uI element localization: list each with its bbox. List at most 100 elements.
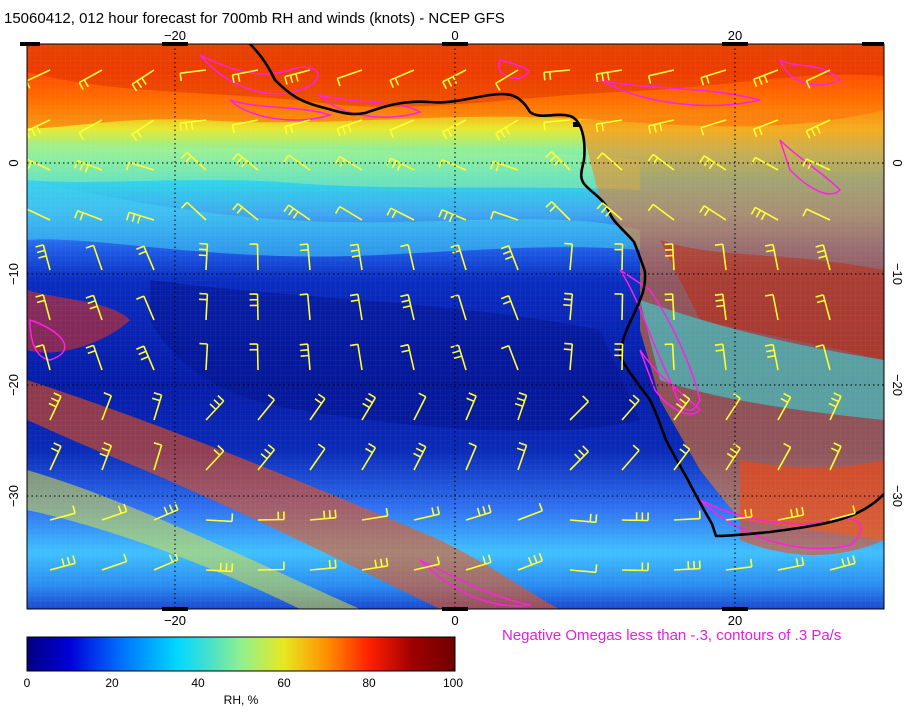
wind-barb: [442, 119, 467, 140]
wind-barb: [27, 69, 51, 89]
wind-barb: [569, 395, 589, 421]
lat-label-left-3: −30: [6, 485, 21, 507]
lat-label-left-1: −10: [6, 263, 21, 285]
wind-barb: [199, 342, 209, 371]
wind-barb: [815, 294, 831, 321]
lat-label-left-0: 0: [6, 159, 21, 166]
wind-barb: [361, 557, 389, 571]
wind-barb: [232, 152, 259, 171]
wind-barb: [349, 293, 363, 321]
wind-barb: [205, 562, 234, 573]
wind-barb: [199, 292, 209, 321]
wind-barb: [450, 244, 467, 271]
wind-barb: [386, 207, 415, 221]
wind-barb: [621, 562, 649, 572]
wind-barb: [673, 560, 701, 571]
wind-barb: [673, 510, 701, 521]
wind-barb: [126, 211, 155, 224]
wind-barb: [465, 554, 492, 571]
wind-barb: [495, 69, 519, 91]
wind-barb: [700, 119, 727, 136]
wind-barb: [829, 505, 856, 521]
wind-barb: [517, 502, 544, 521]
wind-barb: [49, 442, 62, 471]
colorbar-label-60: 60: [277, 676, 291, 690]
wind-barb: [714, 243, 727, 271]
wind-barb: [413, 556, 441, 571]
wind-barb: [400, 293, 415, 321]
wind-barb: [725, 508, 753, 521]
wind-barb: [829, 555, 856, 571]
lon-label-top-0: −20: [164, 28, 186, 43]
wind-barb: [805, 69, 831, 89]
wind-barb: [180, 151, 207, 171]
wind-barb: [777, 556, 805, 571]
wind-barb: [438, 209, 467, 223]
wind-barb: [249, 243, 259, 271]
wind-barb: [465, 392, 477, 421]
wind-barb: [299, 243, 311, 271]
wind-barb: [180, 201, 207, 221]
wind-barb: [151, 392, 163, 421]
wind-barb: [564, 242, 574, 271]
wind-barb: [621, 394, 640, 421]
wind-barb: [49, 505, 76, 521]
wind-barb: [543, 69, 571, 81]
wind-barb: [673, 393, 691, 421]
wind-barb: [78, 119, 103, 140]
wind-barb: [569, 513, 598, 524]
wind-barb: [465, 504, 492, 521]
wind-barb: [500, 244, 519, 271]
wind-barb: [699, 205, 727, 221]
wind-barb: [249, 293, 259, 321]
wind-barb: [48, 392, 62, 421]
colorbar-label-80: 80: [362, 676, 376, 690]
wind-barb: [647, 69, 675, 84]
wind-barb: [85, 344, 103, 371]
wind-barb: [725, 393, 741, 421]
lon-label-top-1: 0: [451, 28, 458, 43]
colorbar-label-0: 0: [23, 676, 31, 690]
lat-label-right-3: −30: [890, 485, 905, 507]
wind-barb: [99, 442, 113, 471]
colorbar-title: RH, %: [223, 693, 259, 707]
wind-barb: [334, 205, 363, 221]
wind-barb: [231, 69, 259, 84]
wind-barb: [74, 159, 103, 173]
colorbar: [26, 636, 456, 672]
wind-barb: [829, 442, 842, 471]
wind-barb: [284, 69, 311, 85]
colorbar-label-100: 100: [442, 676, 464, 690]
wind-barb: [621, 512, 649, 522]
wind-barb: [828, 392, 842, 421]
lon-label-bottom-2: 20: [728, 613, 742, 628]
wind-barb: [699, 155, 727, 171]
wind-barb: [569, 445, 589, 471]
wind-barb: [309, 559, 337, 571]
wind-barb: [442, 69, 467, 90]
wind-barb: [500, 294, 519, 321]
lon-label-top-2: 20: [728, 28, 742, 43]
wind-barb: [49, 555, 76, 571]
wind-barb: [283, 204, 311, 221]
wind-barb: [336, 119, 363, 137]
lon-label-bottom-1: 0: [451, 613, 458, 628]
wind-barb: [752, 119, 779, 138]
wind-barb: [257, 511, 285, 521]
wind-barb: [205, 444, 225, 471]
wind-barb: [490, 210, 519, 221]
wind-barb: [309, 443, 326, 471]
wind-barb: [614, 343, 624, 371]
wind-barb: [596, 152, 623, 171]
wind-barb: [74, 209, 103, 221]
chart-title: 15060412, 012 hour forecast for 700mb RH…: [4, 10, 505, 27]
wind-barb: [386, 157, 415, 171]
wind-barb: [777, 506, 805, 521]
wind-barb: [777, 442, 792, 471]
wind-barb: [126, 161, 155, 171]
omega-note: Negative Omegas less than -.3, contours …: [502, 627, 842, 644]
colorbar-label-20: 20: [105, 676, 119, 690]
wind-barb: [400, 343, 415, 371]
wind-barb: [490, 160, 519, 172]
